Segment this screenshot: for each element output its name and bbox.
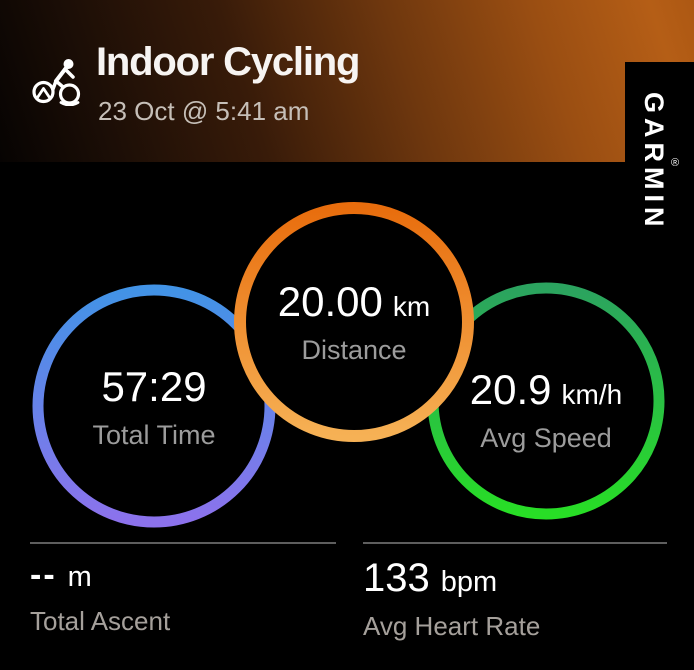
footer-divider-right — [363, 542, 667, 544]
total-ascent-value: -- — [30, 556, 57, 594]
garmin-logo-box: GARMIN ® — [625, 62, 694, 262]
avg-heart-rate-label: Avg Heart Rate — [363, 611, 541, 641]
garmin-wordmark: GARMIN — [639, 92, 669, 232]
indoor-cycling-icon — [32, 59, 81, 106]
activity-title: Indoor Cycling — [96, 40, 360, 84]
activity-datetime: 23 Oct @ 5:41 am — [98, 96, 310, 126]
total-ascent-stat: -- m Total Ascent — [30, 558, 170, 634]
distance-stat: 20.00 km Distance — [278, 281, 430, 364]
avg-speed-unit: km/h — [561, 379, 623, 410]
total-time-stat: 57:29 Total Time — [92, 366, 215, 449]
avg-heart-rate-stat: 133 bpm Avg Heart Rate — [363, 558, 540, 639]
avg-heart-rate-value: 133 — [363, 556, 430, 600]
avg-speed-stat: 20.9 km/h Avg Speed — [470, 369, 622, 452]
avg-speed-label: Avg Speed — [480, 423, 612, 453]
avg-speed-value: 20.9 — [469, 366, 552, 413]
distance-value-row: 20.00 km — [278, 281, 430, 323]
total-time-value: 57:29 — [101, 363, 207, 410]
avg-heart-rate-value-row: 133 bpm — [363, 558, 540, 599]
total-ascent-value-row: -- m — [30, 558, 170, 594]
registered-trademark-symbol: ® — [669, 157, 681, 169]
distance-unit: km — [392, 291, 431, 322]
total-ascent-unit: m — [67, 561, 92, 593]
distance-value: 20.00 — [277, 278, 383, 325]
total-time-label: Total Time — [92, 420, 216, 450]
avg-speed-value-row: 20.9 km/h — [470, 369, 622, 411]
total-ascent-label: Total Ascent — [30, 606, 171, 636]
distance-label: Distance — [301, 335, 407, 365]
footer-divider-left — [30, 542, 336, 544]
total-time-value-row: 57:29 — [101, 366, 206, 408]
avg-heart-rate-unit: bpm — [440, 566, 498, 598]
header-gradient-band — [0, 0, 694, 162]
